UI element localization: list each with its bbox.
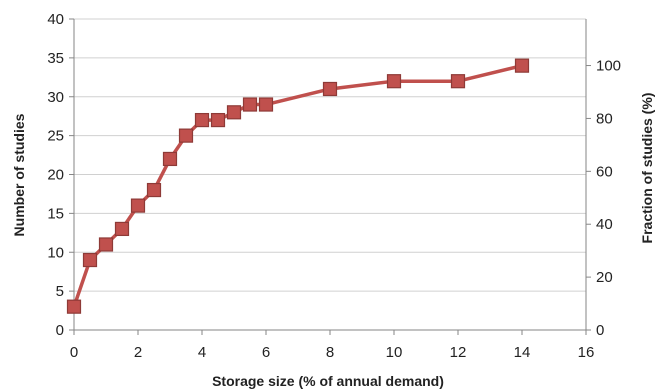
axes: [69, 18, 591, 335]
y-tick-label: 5: [56, 283, 64, 300]
x-tick-label: 2: [134, 344, 142, 361]
y2-axis-title: Fraction of studies (%): [639, 93, 655, 244]
data-point-marker: [162, 151, 178, 167]
x-tick-label: 10: [386, 344, 403, 361]
y-tick-label: 0: [56, 322, 64, 339]
x-tick-label: 14: [514, 344, 531, 361]
data-point-marker: [146, 182, 162, 198]
data-point-marker: [226, 105, 242, 120]
data-point-marker: [178, 128, 194, 143]
data-point-marker: [514, 58, 530, 73]
x-tick-label: 16: [578, 344, 595, 361]
data-point-marker: [210, 112, 226, 128]
data-point-marker: [98, 237, 114, 252]
y-tick-label: 40: [47, 11, 64, 28]
y2-tick-label: 60: [596, 163, 613, 180]
y-tick-labels: 0 5 10 15 20 25 30 35 40: [47, 11, 64, 339]
y2-tick-label: 80: [596, 110, 613, 127]
data-point-marker: [450, 74, 466, 89]
y2-tick-label: 100: [596, 58, 621, 75]
y-axis-title: Number of studies: [11, 113, 27, 236]
x-tick-labels: 0 2 4 6 8 10 12 14 16: [70, 344, 595, 361]
y2-tick-label: 0: [596, 322, 604, 339]
data-point-marker: [130, 198, 146, 213]
x-tick-label: 6: [262, 344, 270, 361]
x-tick-label: 8: [326, 344, 334, 361]
x-tick-label: 12: [450, 344, 467, 361]
data-point-marker: [66, 299, 82, 314]
data-point-marker: [386, 74, 402, 89]
x-tick-label: 4: [198, 344, 206, 361]
data-point-marker: [194, 112, 210, 128]
x-tick-label: 0: [70, 344, 78, 361]
data-point-marker: [322, 81, 338, 97]
y-tick-label: 30: [47, 89, 64, 106]
data-point-marker: [114, 221, 130, 237]
y-tick-label: 20: [47, 167, 64, 184]
y-tick-label: 35: [47, 50, 64, 67]
y-tick-label: 15: [47, 205, 64, 222]
series-line: [72, 63, 523, 308]
data-series: [66, 58, 530, 314]
y2-tick-label: 40: [596, 216, 613, 233]
data-point-marker: [82, 252, 98, 268]
x-axis-title: Storage size (% of annual demand): [212, 373, 444, 389]
data-point-marker: [258, 97, 274, 112]
data-point-marker: [242, 97, 258, 112]
y-tick-label: 25: [47, 128, 64, 145]
y2-tick-label: 20: [596, 269, 613, 286]
y2-tick-labels: 0 20 40 60 80 100: [596, 58, 621, 339]
gridlines: [74, 18, 586, 292]
y-tick-label: 10: [47, 244, 64, 261]
